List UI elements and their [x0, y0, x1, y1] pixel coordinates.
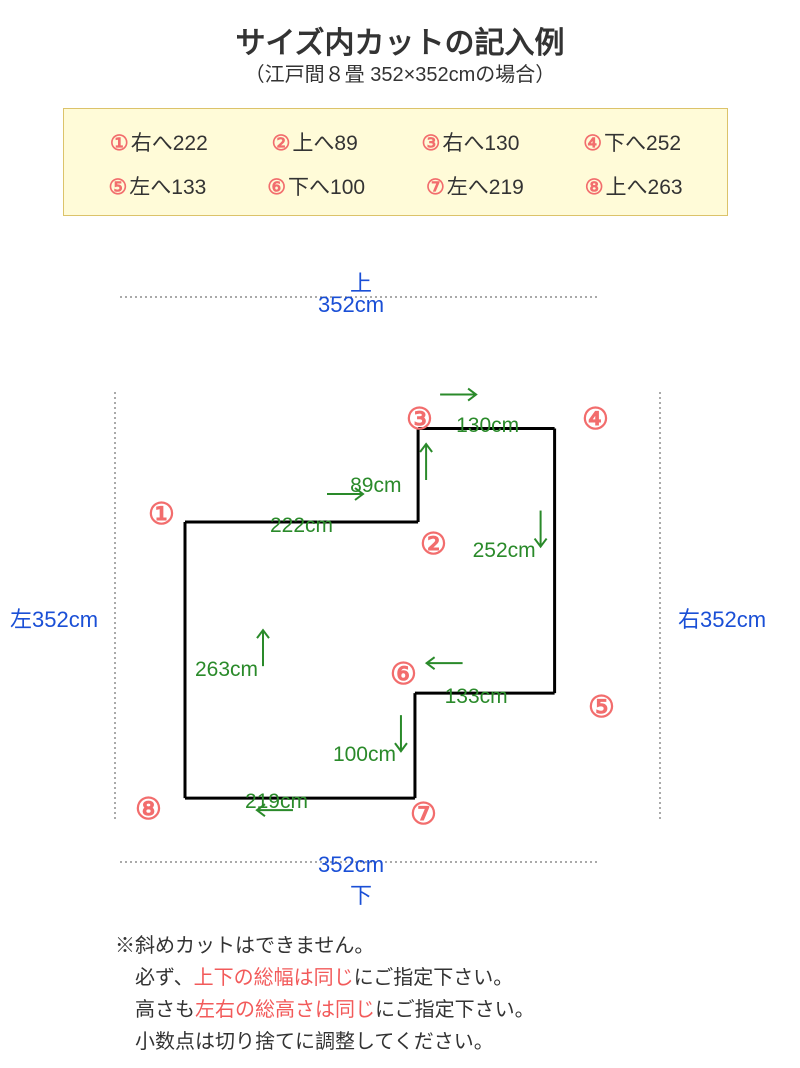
top-dim-value: 352cm	[318, 292, 384, 318]
legend-item-1: ①右へ222	[110, 127, 208, 157]
legend-box: ①右へ222 ②上へ89 ③右へ130 ④下へ252 ⑤左へ133 ⑥下へ100 ⑦左へ2…	[63, 108, 728, 216]
point-4: ④	[582, 402, 609, 437]
seg-label-2: 89cm	[350, 474, 401, 498]
point-8: ⑧	[135, 792, 162, 827]
right-dim: 右352cm	[678, 602, 766, 634]
legend-item-7: ⑦左へ219	[426, 171, 524, 201]
point-5: ⑤	[588, 690, 615, 725]
page-title: サイズ内カットの記入例	[0, 18, 800, 62]
legend-item-4: ④下へ252	[583, 127, 681, 157]
seg-label-5: 133cm	[445, 685, 508, 709]
seg-label-3: 130cm	[456, 414, 519, 438]
legend-item-3: ③右へ130	[422, 127, 520, 157]
seg-label-1: 222cm	[270, 514, 333, 538]
point-3: ③	[406, 402, 433, 437]
note-line2: 必ず、上下の総幅は同じにご指定下さい。	[115, 962, 535, 994]
legend-row-1: ①右へ222 ②上へ89 ③右へ130 ④下へ252	[78, 127, 713, 157]
point-6: ⑥	[390, 657, 417, 692]
note-line1: ※斜めカットはできません。	[115, 930, 535, 962]
seg-label-7: 219cm	[245, 790, 308, 814]
seg-label-4: 252cm	[473, 539, 536, 563]
legend-item-8: ⑧上へ263	[585, 171, 683, 201]
diagram-svg	[0, 262, 800, 912]
point-2: ②	[420, 527, 447, 562]
note-line3: 高さも左右の総高さは同じにご指定下さい。	[115, 994, 535, 1026]
notes-block: ※斜めカットはできません。 必ず、上下の総幅は同じにご指定下さい。 高さも左右の…	[115, 930, 535, 1058]
bottom-dim-value: 352cm	[318, 852, 384, 878]
point-7: ⑦	[410, 797, 437, 832]
bottom-dir-label: 下	[350, 878, 372, 910]
legend-item-2: ②上へ89	[272, 127, 358, 157]
legend-item-5: ⑤左へ133	[108, 171, 206, 201]
seg-label-8: 263cm	[195, 658, 258, 682]
point-1: ①	[148, 497, 175, 532]
seg-label-6: 100cm	[333, 743, 396, 767]
left-dim: 左352cm	[10, 602, 98, 634]
diagram-area: 上 352cm 左352cm 右352cm 352cm 下 222cm89cm1…	[0, 262, 800, 912]
legend-item-6: ⑥下へ100	[267, 171, 365, 201]
page-subtitle: （江戸間８畳 352×352cmの場合）	[0, 58, 800, 87]
legend-row-2: ⑤左へ133 ⑥下へ100 ⑦左へ219 ⑧上へ263	[78, 171, 713, 201]
note-line4: 小数点は切り捨てに調整してください。	[115, 1026, 535, 1058]
